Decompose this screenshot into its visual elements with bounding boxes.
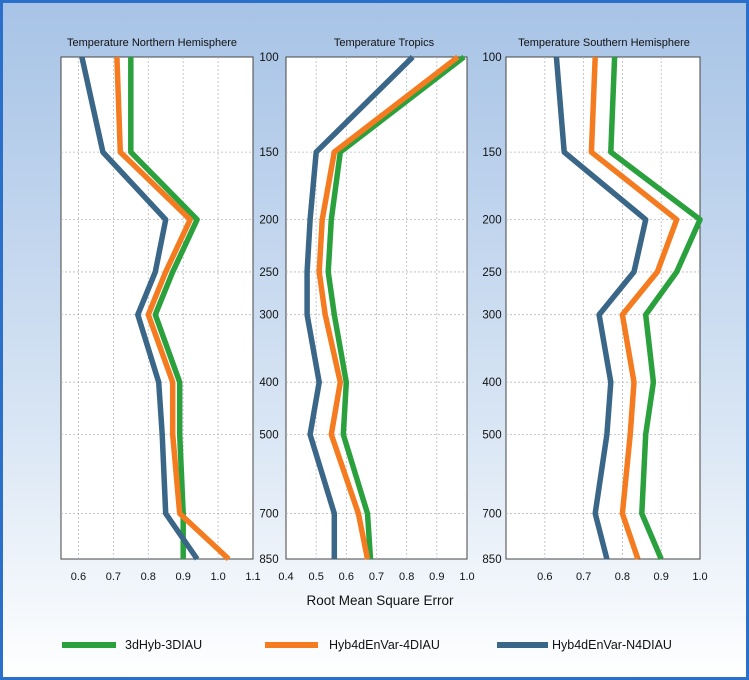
x-tick-label: 0.9 [176, 571, 191, 583]
x-tick-label: 0.6 [71, 571, 86, 583]
series-line-2 [114, 56, 231, 562]
plot-area [285, 56, 468, 560]
x-tick-label: 0.8 [615, 571, 630, 583]
x-tick-label: 0.9 [429, 571, 444, 583]
panel-title: Temperature Northern Hemisphere [67, 37, 237, 49]
x-tick-label: 1.0 [459, 571, 474, 583]
x-axis-title: Root Mean Square Error [306, 593, 454, 608]
y-tick-label: 200 [482, 215, 501, 227]
series-line-3 [553, 56, 649, 560]
y-tick-label: 500 [482, 430, 501, 442]
x-tick-label: 1.0 [210, 571, 225, 583]
y-tick-label: 300 [482, 310, 501, 322]
series-line-1 [128, 57, 200, 559]
y-tick-label: 400 [259, 377, 278, 389]
x-tick-label: 1.0 [692, 571, 707, 583]
y-tick-label: 700 [482, 508, 501, 520]
y-tick-label: 150 [259, 147, 278, 159]
x-tick-label: 1.1 [245, 571, 260, 583]
panel-title: Temperature Southern Hemisphere [518, 37, 690, 49]
legend-label-3: Hyb4dEnVar-N4DIAU [552, 638, 672, 652]
series-line-2 [588, 56, 680, 560]
panel-title: Temperature Tropics [334, 37, 435, 49]
x-tick-label: 0.6 [339, 571, 354, 583]
series-line-3 [79, 56, 200, 561]
panel-2: Temperature Tropics 0.4 0.5 0.6 0.7 0.8 0.9 1.0 [278, 37, 474, 583]
x-tick-label: 0.4 [278, 571, 293, 583]
series-line-3 [304, 55, 415, 559]
series-line-1 [608, 56, 703, 561]
x-tick-label: 0.7 [369, 571, 384, 583]
panel-3: Temperature Southern Hemisphere 0.6 0.7 0.8… [482, 37, 707, 583]
y-tick-label: 100 [482, 52, 501, 64]
legend: 3dHyb-3DIAU Hyb4dEnVar-4DIAU Hyb4dEnVar-N4… [62, 638, 672, 652]
y-tick-label: 300 [259, 310, 278, 322]
y-tick-label: 850 [482, 554, 501, 566]
y-tick-label: 850 [259, 554, 278, 566]
y-tick-label: 250 [482, 267, 501, 279]
series-line-2 [316, 54, 460, 560]
y-tick-label: 500 [259, 430, 278, 442]
y-tick-label: 400 [482, 377, 501, 389]
y-tick-label: 150 [482, 147, 501, 159]
panel-1: Temperature Northern Hemisphere 0.6 0.7 0.8… [60, 37, 279, 583]
x-tick-label: 0.9 [654, 571, 669, 583]
legend-label-1: 3dHyb-3DIAU [125, 638, 202, 652]
x-tick-label: 0.5 [309, 571, 324, 583]
x-tick-label: 0.6 [537, 571, 552, 583]
x-tick-label: 0.7 [576, 571, 591, 583]
series-line-1 [325, 54, 466, 560]
x-tick-label: 0.8 [141, 571, 156, 583]
legend-label-2: Hyb4dEnVar-4DIAU [329, 638, 440, 652]
y-tick-label: 700 [259, 508, 278, 520]
y-tick-label: 250 [259, 267, 278, 279]
x-tick-label: 0.7 [106, 571, 121, 583]
y-tick-label: 100 [259, 52, 278, 64]
y-tick-label: 200 [259, 215, 278, 227]
x-tick-label: 0.8 [399, 571, 414, 583]
